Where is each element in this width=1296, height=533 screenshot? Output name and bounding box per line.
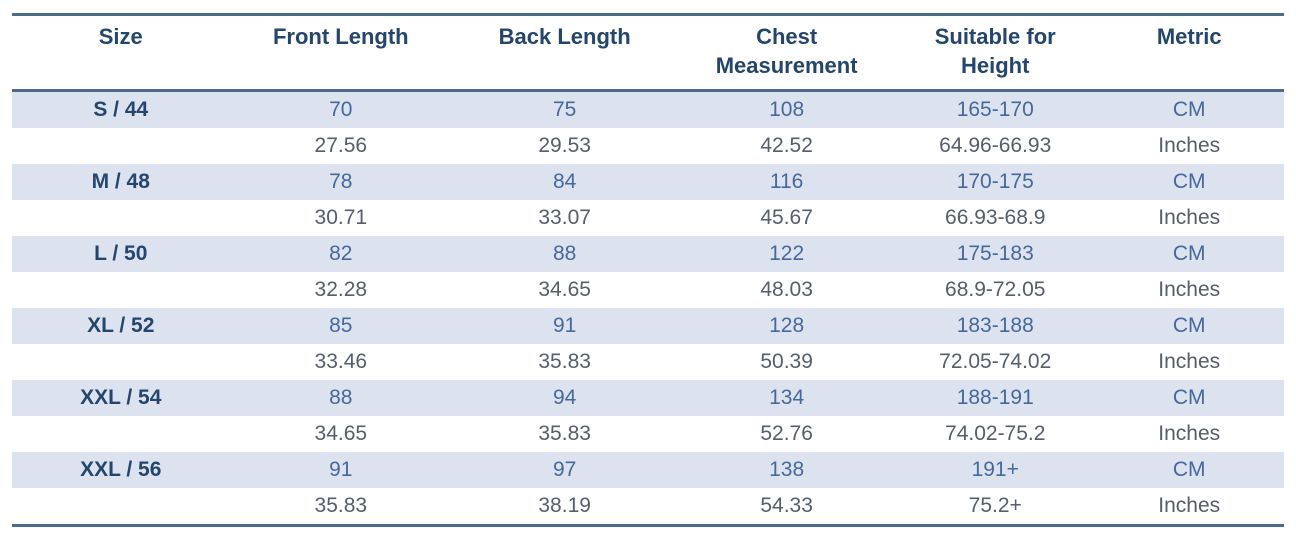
front-length-cell: 85 (229, 308, 453, 344)
height-cell: 191+ (896, 452, 1095, 488)
column-header-label: Size (98, 24, 143, 49)
front-length-cell: 34.65 (229, 416, 453, 452)
chest-cell: 108 (677, 90, 897, 128)
chest-cell: 54.33 (677, 488, 897, 526)
size-cell (12, 200, 230, 236)
chest-cell: 122 (677, 236, 897, 272)
column-header-size: Size (12, 14, 230, 92)
size-cell: XL / 52 (12, 308, 230, 344)
chest-cell: 45.67 (677, 200, 897, 236)
column-header-chest-measurement: Chest Measurement (677, 14, 897, 92)
height-cell: 165-170 (896, 90, 1095, 128)
table-row-xxl54-cm: XXL / 54 88 94 134 188-191 CM (12, 380, 1284, 416)
table-row-xxl54-inches: 34.65 35.83 52.76 74.02-75.2 Inches (12, 416, 1284, 452)
metric-cell: CM (1094, 308, 1284, 344)
back-length-cell: 34.65 (452, 272, 678, 308)
size-cell (12, 416, 230, 452)
front-length-cell: 78 (229, 164, 453, 200)
table-row-s44-inches: 27.56 29.53 42.52 64.96-66.93 Inches (12, 128, 1284, 164)
size-cell (12, 488, 230, 526)
size-chart-table: Size Front Length Back Length Chest Meas… (12, 13, 1284, 527)
metric-cell: CM (1094, 90, 1284, 128)
back-length-cell: 33.07 (452, 200, 678, 236)
chest-cell: 50.39 (677, 344, 897, 380)
front-length-cell: 33.46 (229, 344, 453, 380)
back-length-cell: 29.53 (452, 128, 678, 164)
front-length-cell: 27.56 (229, 128, 453, 164)
metric-cell: Inches (1094, 128, 1284, 164)
size-cell: S / 44 (12, 90, 230, 128)
chest-cell: 128 (677, 308, 897, 344)
height-cell: 68.9-72.05 (896, 272, 1095, 308)
table-row-xxl56-cm: XXL / 56 91 97 138 191+ CM (12, 452, 1284, 488)
chest-cell: 42.52 (677, 128, 897, 164)
front-length-cell: 91 (229, 452, 453, 488)
back-length-cell: 35.83 (452, 344, 678, 380)
table-row-l50-cm: L / 50 82 88 122 175-183 CM (12, 236, 1284, 272)
back-length-cell: 97 (452, 452, 678, 488)
table-row-xl52-cm: XL / 52 85 91 128 183-188 CM (12, 308, 1284, 344)
height-cell: 74.02-75.2 (896, 416, 1095, 452)
table-row-xl52-inches: 33.46 35.83 50.39 72.05-74.02 Inches (12, 344, 1284, 380)
height-cell: 75.2+ (896, 488, 1095, 526)
metric-cell: Inches (1094, 488, 1284, 526)
front-length-cell: 35.83 (229, 488, 453, 526)
table-row-xxl56-inches: 35.83 38.19 54.33 75.2+ Inches (12, 488, 1284, 526)
chest-cell: 48.03 (677, 272, 897, 308)
size-cell: XXL / 56 (12, 452, 230, 488)
size-cell: L / 50 (12, 236, 230, 272)
back-length-cell: 91 (452, 308, 678, 344)
chest-cell: 52.76 (677, 416, 897, 452)
front-length-cell: 30.71 (229, 200, 453, 236)
front-length-cell: 70 (229, 90, 453, 128)
back-length-cell: 88 (452, 236, 678, 272)
header-row: Size Front Length Back Length Chest Meas… (12, 14, 1284, 92)
chest-cell: 134 (677, 380, 897, 416)
size-chart: Size Front Length Back Length Chest Meas… (12, 13, 1284, 527)
metric-cell: CM (1094, 452, 1284, 488)
height-cell: 170-175 (896, 164, 1095, 200)
size-cell (12, 272, 230, 308)
chest-cell: 116 (677, 164, 897, 200)
column-header-label: Metric (1156, 24, 1222, 49)
table-row-m48-cm: M / 48 78 84 116 170-175 CM (12, 164, 1284, 200)
size-cell: XXL / 54 (12, 380, 230, 416)
back-length-cell: 84 (452, 164, 678, 200)
column-header-label: Chest Measurement (715, 24, 858, 78)
back-length-cell: 75 (452, 90, 678, 128)
height-cell: 64.96-66.93 (896, 128, 1095, 164)
chest-cell: 138 (677, 452, 897, 488)
back-length-cell: 35.83 (452, 416, 678, 452)
front-length-cell: 32.28 (229, 272, 453, 308)
height-cell: 175-183 (896, 236, 1095, 272)
metric-cell: CM (1094, 236, 1284, 272)
table-row-s44-cm: S / 44 70 75 108 165-170 CM (12, 90, 1284, 128)
metric-cell: Inches (1094, 416, 1284, 452)
size-cell (12, 344, 230, 380)
metric-cell: CM (1094, 380, 1284, 416)
table-row-m48-inches: 30.71 33.07 45.67 66.93-68.9 Inches (12, 200, 1284, 236)
size-cell: M / 48 (12, 164, 230, 200)
column-header-label: Front Length (272, 24, 409, 49)
column-header-label: Suitable for Height (934, 24, 1056, 78)
height-cell: 66.93-68.9 (896, 200, 1095, 236)
height-cell: 188-191 (896, 380, 1095, 416)
height-cell: 72.05-74.02 (896, 344, 1095, 380)
column-header-suitable-height: Suitable for Height (896, 14, 1095, 92)
metric-cell: CM (1094, 164, 1284, 200)
back-length-cell: 94 (452, 380, 678, 416)
metric-cell: Inches (1094, 200, 1284, 236)
column-header-front-length: Front Length (229, 14, 453, 92)
table-row-l50-inches: 32.28 34.65 48.03 68.9-72.05 Inches (12, 272, 1284, 308)
front-length-cell: 88 (229, 380, 453, 416)
height-cell: 183-188 (896, 308, 1095, 344)
front-length-cell: 82 (229, 236, 453, 272)
column-header-back-length: Back Length (452, 14, 678, 92)
column-header-label: Back Length (498, 24, 631, 49)
metric-cell: Inches (1094, 344, 1284, 380)
metric-cell: Inches (1094, 272, 1284, 308)
column-header-metric: Metric (1094, 14, 1284, 92)
size-cell (12, 128, 230, 164)
back-length-cell: 38.19 (452, 488, 678, 526)
